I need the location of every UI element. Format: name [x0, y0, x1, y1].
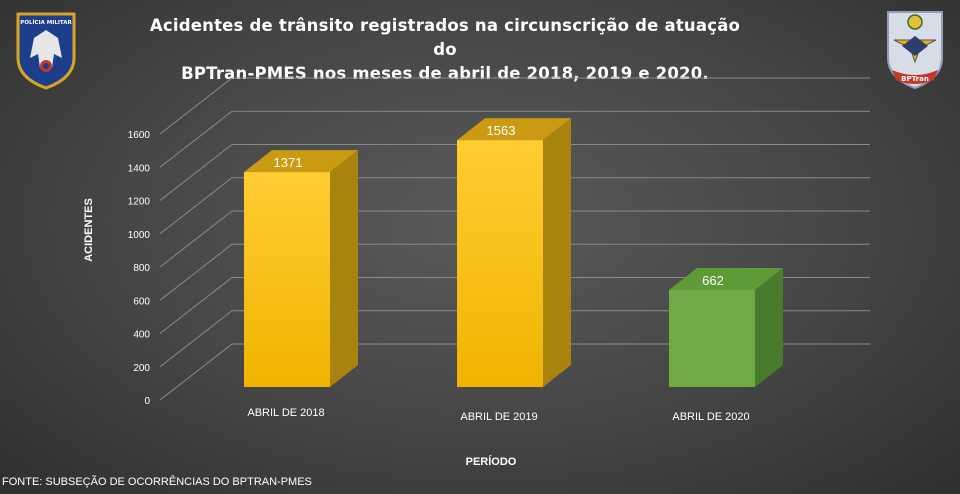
x-axis-label: PERÍODO [466, 455, 517, 468]
x-tick-label: ABRIL DE 2020 [672, 411, 749, 423]
chart-title-line-1: Acidentes de trânsito registrados na cir… [149, 16, 741, 59]
y-tick-label: 1600 [128, 130, 151, 141]
bar-top [669, 267, 783, 290]
y-tick-label: 200 [133, 363, 150, 374]
bar: 662 [669, 267, 783, 387]
y-tick-label: 600 [133, 296, 150, 307]
gridline [159, 210, 870, 268]
y-tick-label: 400 [133, 330, 150, 341]
y-tick-label: 1400 [128, 163, 151, 174]
gridline [159, 77, 870, 135]
x-tick-labels: ABRIL DE 2018 ABRIL DE 2019 ABRIL DE 2020 [247, 407, 749, 423]
bptran-logo: BPTran [887, 11, 943, 90]
source-note: FONTE: SUBSEÇÃO DE OCORRÊNCIAS DO BPTRAN… [2, 476, 312, 488]
y-tick-label: 1200 [128, 197, 151, 208]
bar-value-label: 1371 [274, 155, 303, 170]
gridline [159, 110, 870, 168]
bar-front [457, 140, 543, 387]
policia-militar-logo: POLÍCIA MILITAR [16, 12, 76, 90]
bar: 1563 [457, 118, 571, 388]
bar-front [669, 289, 755, 387]
right-logo-text: BPTran [901, 75, 929, 83]
bar: 1371 [244, 150, 358, 387]
gridline [159, 177, 870, 235]
bar-side [755, 267, 783, 387]
gridline [159, 310, 870, 368]
x-tick-label: ABRIL DE 2019 [460, 411, 537, 423]
gridline [159, 144, 870, 201]
bar-side [543, 118, 571, 388]
y-tick-labels: 0 200 400 600 800 1000 1200 1400 1600 [128, 130, 151, 407]
bar-front [244, 172, 330, 387]
gridline [159, 343, 870, 401]
x-tick-label: ABRIL DE 2018 [247, 407, 324, 419]
y-tick-label: 0 [144, 396, 150, 407]
bars: 1371 1563 662 [244, 118, 783, 388]
bar-top [244, 150, 358, 173]
bar-top [457, 118, 571, 141]
left-logo-text: POLÍCIA MILITAR [20, 18, 72, 26]
gridline [159, 277, 870, 334]
bar-side [330, 150, 358, 387]
y-axis-label: ACIDENTES [83, 198, 95, 262]
bar-value-label: 1563 [487, 123, 516, 138]
y-tick-label: 800 [133, 263, 150, 274]
y-tick-label: 1000 [128, 230, 151, 241]
bar-value-label: 662 [702, 273, 724, 288]
gridlines [159, 77, 870, 401]
gridline [159, 243, 870, 301]
